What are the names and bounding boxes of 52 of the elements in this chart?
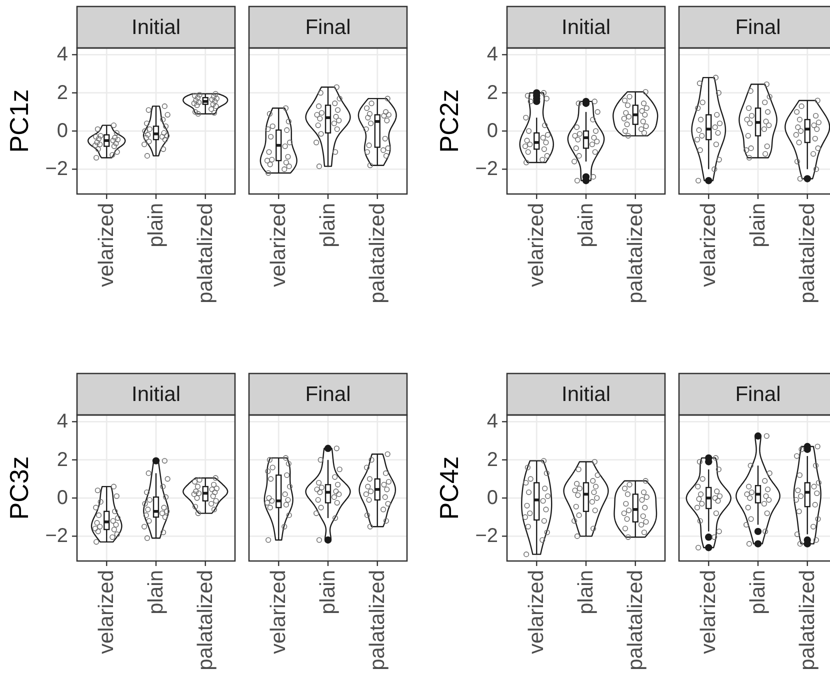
y-axis-title: PC1z [4, 89, 34, 153]
x-tick-label: palatalized [624, 570, 647, 670]
x-tick-label: velarized [697, 570, 720, 654]
x-tick-label: palatalized [194, 570, 217, 670]
chart-title: Final [735, 16, 781, 39]
x-tick-label: velarized [267, 203, 290, 288]
x-tick-label: velarized [525, 203, 548, 288]
y-tick-label: −2 [45, 158, 68, 180]
y-tick-label: 0 [486, 120, 498, 142]
chart-title: Initial [561, 16, 611, 39]
y-tick-label: 4 [56, 44, 68, 66]
y-tick-label: 2 [486, 82, 498, 104]
x-tick-label: palatalized [366, 570, 389, 670]
x-tick-label: plain [574, 203, 598, 248]
y-tick-label: −2 [475, 525, 498, 548]
y-tick-label: −2 [475, 158, 498, 180]
y-tick-label: 2 [486, 448, 498, 471]
chart-title: Final [305, 382, 351, 406]
chart-title: Initial [131, 382, 181, 406]
x-tick-label: plain [144, 570, 168, 614]
x-tick-label: palatalized [366, 203, 389, 304]
x-tick-label: velarized [95, 570, 118, 654]
x-tick-label: velarized [267, 570, 290, 654]
x-tick-label: velarized [697, 203, 720, 288]
chart-title: Final [735, 382, 781, 406]
x-tick-label: velarized [525, 570, 548, 654]
x-tick-label: velarized [95, 203, 118, 288]
y-tick-label: 2 [56, 82, 68, 104]
y-tick-label: 2 [56, 448, 68, 471]
x-tick-label: palatalized [624, 203, 647, 304]
x-tick-label: plain [316, 203, 340, 248]
y-tick-label: 4 [486, 44, 498, 66]
chart-title: Initial [131, 16, 181, 39]
chart-title: Final [305, 16, 351, 39]
y-axis-title: PC3z [4, 456, 34, 520]
x-tick-label: palatalized [796, 570, 819, 670]
y-tick-label: 0 [56, 487, 68, 510]
y-axis-title: PC2z [434, 89, 464, 153]
y-tick-label: 4 [56, 410, 68, 433]
chart-title: Initial [561, 382, 611, 406]
x-tick-label: plain [144, 203, 168, 248]
y-axis-title: PC4z [434, 456, 464, 520]
y-tick-label: 4 [486, 410, 498, 433]
x-tick-label: plain [574, 570, 598, 614]
y-tick-label: 0 [56, 120, 68, 142]
x-tick-label: palatalized [796, 203, 819, 304]
x-tick-label: plain [746, 570, 770, 614]
x-tick-label: plain [316, 570, 340, 614]
y-tick-label: 0 [486, 487, 498, 510]
x-tick-label: plain [746, 203, 770, 248]
y-tick-label: −2 [45, 525, 68, 548]
x-tick-label: palatalized [194, 203, 217, 304]
